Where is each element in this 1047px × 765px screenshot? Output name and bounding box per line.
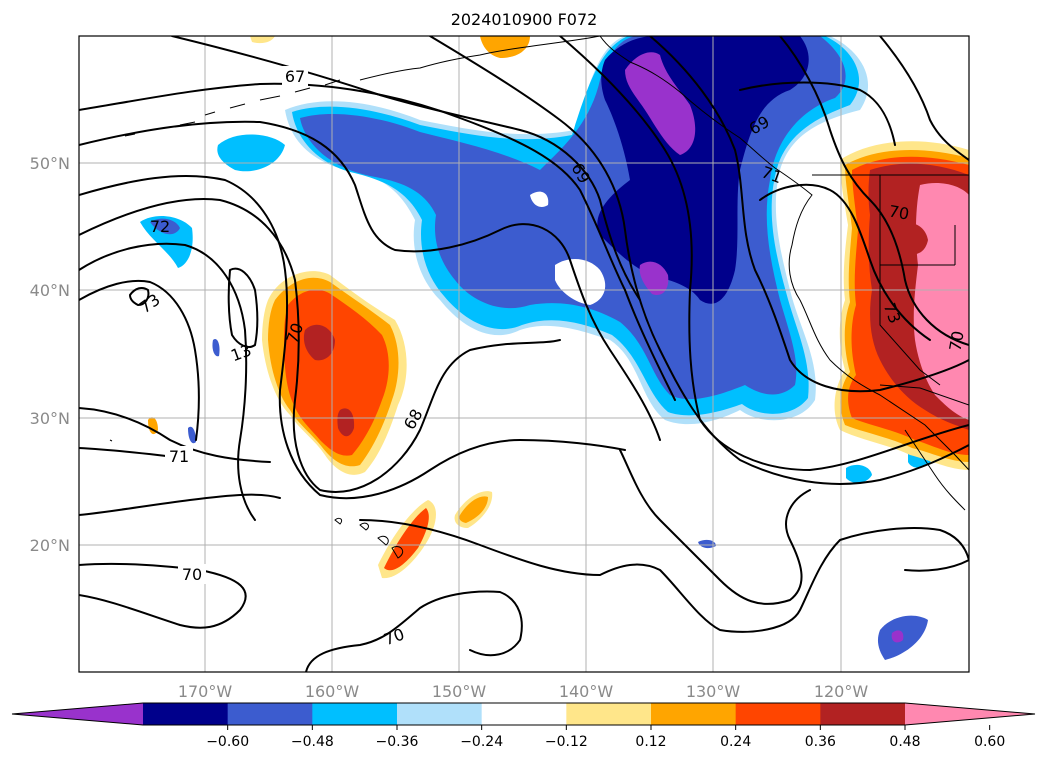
contour-line bbox=[79, 242, 256, 521]
contour-line bbox=[79, 279, 200, 441]
negative-anomaly-patch-8 bbox=[698, 539, 716, 549]
colorbar-tick-label: 0.36 bbox=[805, 734, 836, 750]
contour-label: 70 bbox=[182, 565, 202, 584]
baja-coast bbox=[904, 429, 966, 511]
colorbar-segment bbox=[651, 703, 737, 725]
colorbar-segment bbox=[566, 703, 652, 725]
positive-anomaly-patch-7 bbox=[250, 36, 275, 44]
height-contours bbox=[79, 36, 969, 672]
contour-label: 70 bbox=[887, 201, 910, 223]
anomaly-gap bbox=[555, 258, 606, 305]
lon-label: 120°W bbox=[814, 682, 869, 701]
colorbar-segment bbox=[820, 703, 906, 725]
negative-anomaly-patch-10 bbox=[212, 338, 220, 357]
contour-line bbox=[79, 493, 281, 516]
contour-label-bg bbox=[178, 564, 206, 584]
negative-anomaly-patch bbox=[217, 134, 285, 172]
contour-line bbox=[79, 562, 247, 629]
contour-line bbox=[359, 519, 969, 633]
anomaly-gap-2 bbox=[530, 191, 549, 207]
colorbar-tick-label: −0.48 bbox=[291, 734, 334, 750]
contour-label: 67 bbox=[285, 67, 305, 86]
small-island bbox=[109, 439, 113, 442]
contour-line bbox=[79, 198, 561, 493]
map-frame bbox=[78, 35, 970, 673]
negative-anomaly-patch-2 bbox=[140, 216, 193, 268]
positive-anomaly-dark-red bbox=[303, 324, 335, 361]
negative-anomaly-patch-9 bbox=[188, 426, 196, 444]
positive-anomaly-patch-5 bbox=[148, 417, 158, 435]
colorbar-segment bbox=[312, 703, 398, 725]
colorbar-tick-label: −0.12 bbox=[545, 734, 588, 750]
contour-label: 71 bbox=[169, 447, 189, 466]
contour-line bbox=[305, 590, 523, 672]
lat-label: 50°N bbox=[30, 154, 70, 173]
contour-line bbox=[129, 286, 150, 306]
positive-anomaly-dark-red-2 bbox=[337, 408, 355, 437]
contour-label-bg bbox=[282, 66, 308, 86]
colorbar-extend-low bbox=[12, 703, 143, 725]
negative-anomaly-purple bbox=[625, 52, 696, 155]
negative-anomaly-patch-5 bbox=[891, 630, 904, 643]
colorbar-outline bbox=[11, 702, 1036, 726]
lon-label: 170°W bbox=[178, 682, 233, 701]
state-border-3 bbox=[879, 265, 941, 386]
colorbar-segment bbox=[397, 703, 483, 725]
contour-line bbox=[79, 120, 661, 441]
positive-anomaly-coast-dark-red-2 bbox=[897, 223, 928, 255]
latitude-axis: 50°N 40°N 30°N 20°N bbox=[30, 154, 70, 555]
contour-labels: 67 69 71 72 73 13 70 68 71 70 70 69 70 7… bbox=[136, 66, 968, 649]
colorbar-tick-label: 0.24 bbox=[720, 734, 751, 750]
colorbar-segment bbox=[481, 703, 567, 725]
colorbar-tick-label: 0.12 bbox=[635, 734, 666, 750]
contour-line bbox=[79, 175, 626, 500]
lat-label: 30°N bbox=[30, 409, 70, 428]
contour-label: 72 bbox=[150, 217, 170, 236]
colorbar-segment bbox=[143, 703, 229, 725]
contour-line bbox=[739, 81, 896, 146]
contour-line bbox=[779, 36, 969, 346]
lon-label: 130°W bbox=[686, 682, 741, 701]
contour-line bbox=[619, 449, 811, 605]
positive-anomaly-patch-4 bbox=[459, 496, 488, 523]
filled-anomaly-layer bbox=[140, 36, 969, 660]
lon-label: 160°W bbox=[305, 682, 360, 701]
colorbar-tick-label: −0.36 bbox=[376, 734, 419, 750]
lon-label: 150°W bbox=[432, 682, 487, 701]
map-title: 2024010900 F072 bbox=[451, 10, 598, 29]
map-panel: 67 69 71 72 73 13 70 68 71 70 70 69 70 7… bbox=[78, 35, 970, 673]
hawaii-islands bbox=[334, 517, 404, 559]
colorbar-tick-label: −0.60 bbox=[206, 734, 249, 750]
negative-anomaly-patch-3 bbox=[150, 218, 180, 235]
colorbar-tick-label: 0.60 bbox=[974, 734, 1005, 750]
negative-anomaly-purple-2 bbox=[639, 261, 669, 296]
colorbar-segment bbox=[735, 703, 821, 725]
contour-label: 70 bbox=[945, 329, 967, 352]
longitude-axis: 170°W 160°W 150°W 140°W 130°W 120°W bbox=[178, 682, 869, 701]
contour-line bbox=[79, 407, 271, 463]
contour-line bbox=[559, 36, 969, 471]
lat-label: 40°N bbox=[30, 281, 70, 300]
lon-label: 140°W bbox=[559, 682, 614, 701]
contour-line bbox=[879, 36, 969, 161]
negative-anomaly-patch-6 bbox=[846, 464, 872, 483]
colorbar-extend-high bbox=[905, 703, 1035, 725]
contour-line bbox=[649, 36, 969, 393]
colorbar: −0.60 −0.48 −0.36 −0.24 −0.12 0.12 0.24 0.36 0.4… bbox=[11, 702, 1036, 750]
colorbar-tick-label: −0.24 bbox=[460, 734, 503, 750]
colorbar-segment bbox=[227, 703, 313, 725]
north-america-coast bbox=[599, 36, 969, 471]
lat-label: 20°N bbox=[30, 536, 70, 555]
contour-line bbox=[759, 183, 931, 341]
contour-line bbox=[429, 36, 969, 485]
positive-anomaly-patch-2 bbox=[384, 508, 429, 571]
contour-line bbox=[227, 267, 259, 348]
colorbar-tick-label: 0.48 bbox=[889, 734, 920, 750]
contour-line bbox=[79, 82, 676, 401]
alaska-coast bbox=[359, 36, 601, 81]
contour-label-bg bbox=[165, 446, 193, 466]
